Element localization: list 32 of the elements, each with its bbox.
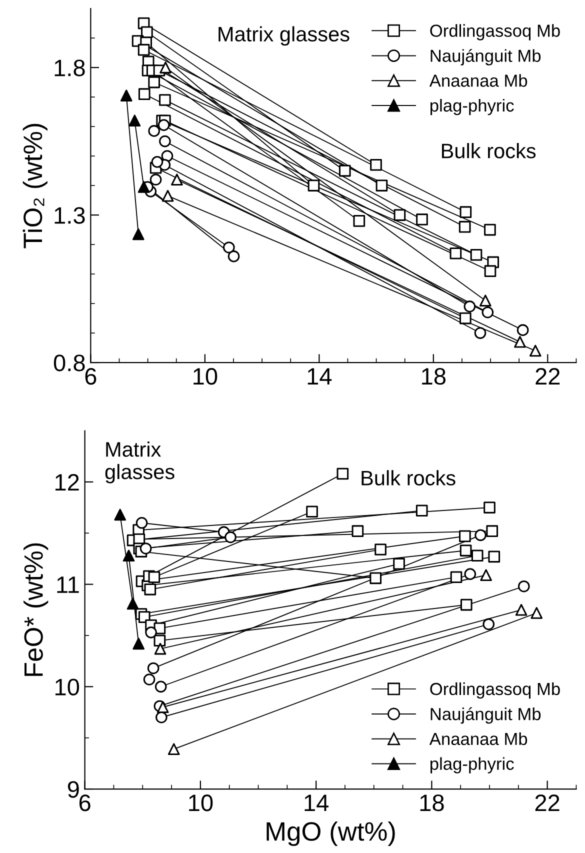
y-axis-title: FeO* (wt%) xyxy=(24,543,48,676)
y-tick-label: 10 xyxy=(56,678,80,696)
y-tick-label: 9 xyxy=(68,781,79,798)
x-tick-label: 22 xyxy=(536,368,560,384)
legend-label: Naujánguit Mb xyxy=(430,49,541,66)
y-tick-label: 1.3 xyxy=(54,207,85,224)
x-tick-label: 6 xyxy=(79,794,90,812)
x-tick-label: 14 xyxy=(304,794,329,811)
annotation: Bulk rocks xyxy=(362,470,456,486)
x-tick-label: 10 xyxy=(194,368,218,385)
x-tick-label: 18 xyxy=(420,794,444,812)
y-tick-label: 11 xyxy=(57,576,79,593)
legend-label: plag-phyric xyxy=(430,98,514,116)
x-tick-label: 22 xyxy=(535,794,560,811)
x-tick-label: 6 xyxy=(85,368,96,385)
annotation: Bulk rocks xyxy=(442,143,536,158)
annotation: Matrix glasses xyxy=(218,26,350,46)
x-axis-title: MgO (wt%) xyxy=(266,821,395,846)
y-tick-label: 12 xyxy=(56,474,79,490)
legend-label: Anaanaa Mb xyxy=(429,732,528,746)
legend-label: Naujánguit Mb xyxy=(430,707,541,724)
y-tick-label: 1.8 xyxy=(54,60,85,76)
legend-label: plag-phyric xyxy=(430,757,514,774)
legend-label: Ordlingassoq Mb xyxy=(430,682,560,699)
x-tick-label: 18 xyxy=(422,368,446,385)
y-tick-label: 0.8 xyxy=(54,354,85,372)
x-tick-label: 14 xyxy=(308,368,332,384)
legend-label: Anaanaa Mb xyxy=(429,74,528,87)
legend-label: Ordlingassoq Mb xyxy=(430,24,560,40)
y-axis-title: TiO₂ (wt%) xyxy=(22,124,48,248)
annotation: Matrix glasses xyxy=(105,442,174,484)
x-tick-label: 10 xyxy=(189,794,213,812)
